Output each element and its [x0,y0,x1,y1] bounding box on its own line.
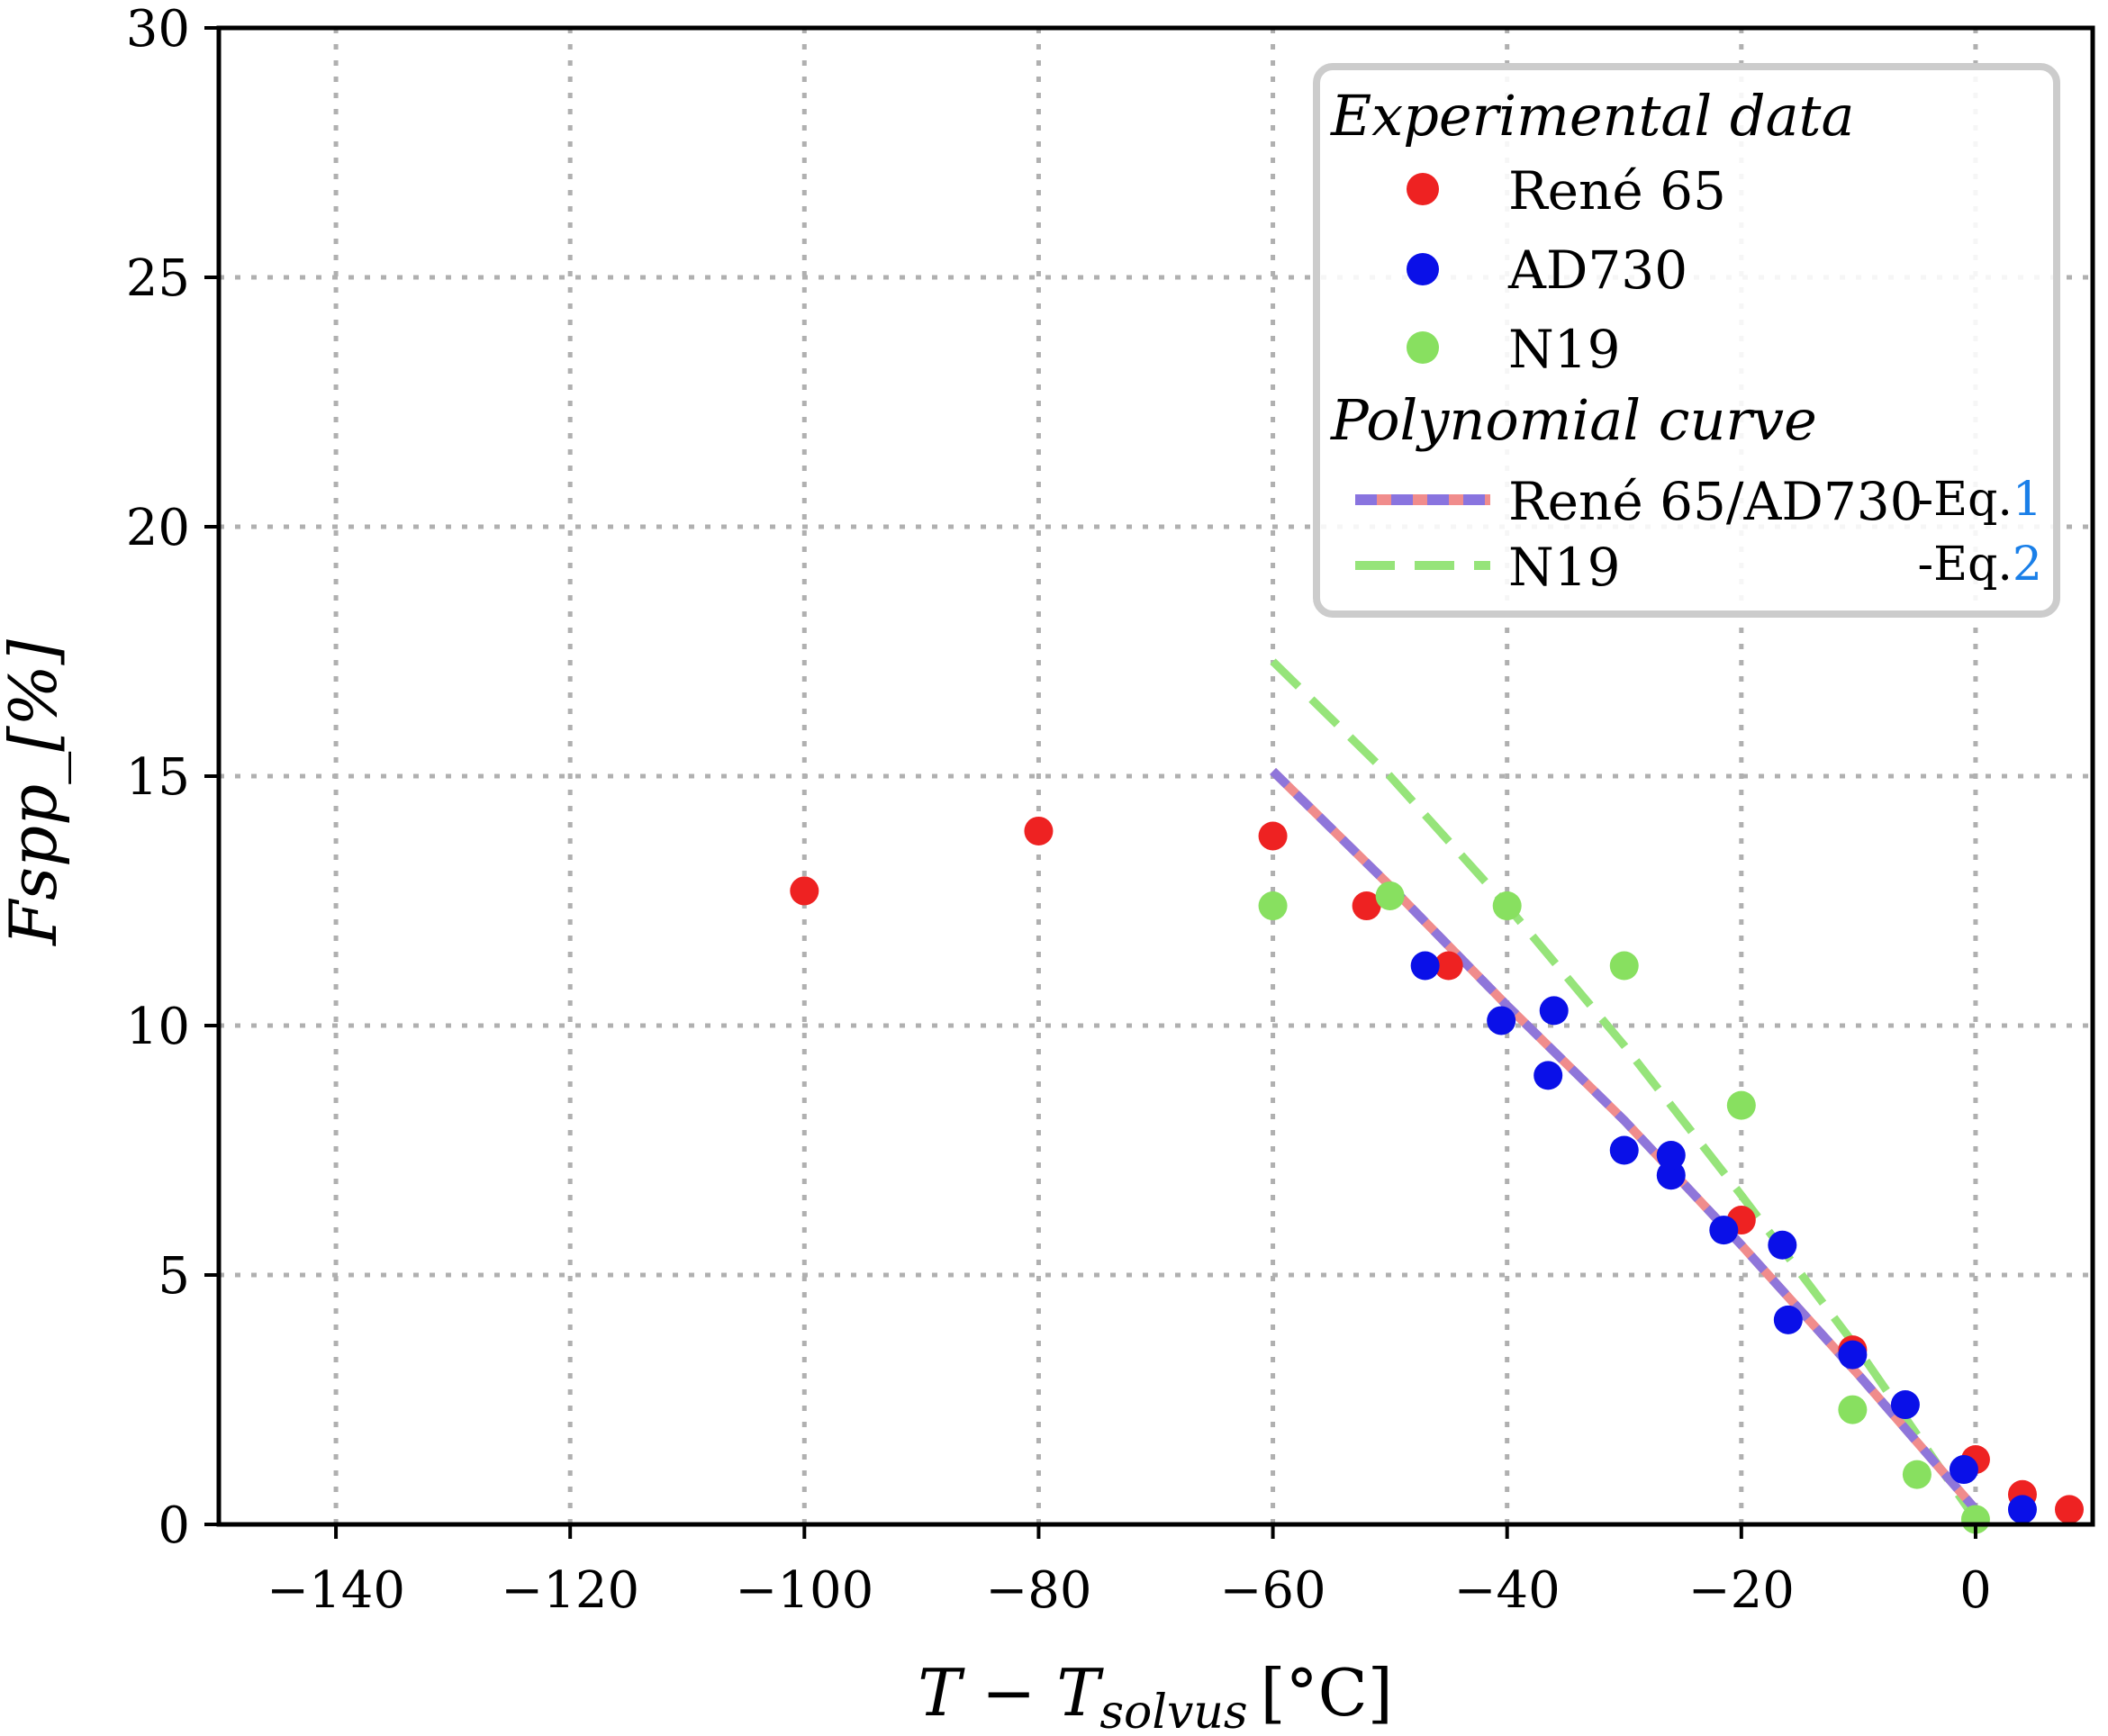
legend-eq2-number: 2 [2013,538,2042,592]
n19-point [1375,881,1405,910]
x-axis-title-subscript: solvus [1099,1686,1247,1736]
legend-title-polynomial: Polynomial curve [1330,387,1817,453]
x-tick-label: 0 [1959,1561,1992,1620]
ad730-point [1410,951,1440,981]
legend-eq1: -Eq.1 [1918,473,2042,527]
x-tick-label: −100 [735,1561,873,1620]
ad730-point [1773,1305,1803,1334]
y-tick-label: 10 [126,998,190,1056]
legend-label-rene-ad730-curve: René 65/AD730 [1508,471,1923,532]
legend-eq1-number: 1 [2013,473,2042,527]
ad730-point [1487,1006,1516,1035]
x-tick-label: −140 [267,1561,405,1620]
rene65-point [1024,816,1054,845]
y-tick-label: 15 [126,748,190,807]
x-tick-label: −40 [1454,1561,1561,1620]
n19-polynomial-curve [1270,658,1979,1523]
ad730-point [1949,1455,1978,1485]
legend-marker-ad730 [1407,253,1439,285]
x-axis-title-main: T − T [918,1655,1104,1731]
n19-point [1609,951,1639,981]
x-axis-title: T − Tsolvus [°C] [918,1655,1393,1736]
legend: Experimental data René 65 AD730 N19 Poly… [1313,63,2060,618]
legend-label-n19: N19 [1508,319,1621,380]
ad730-point [1539,996,1569,1026]
ad730-point [1656,1161,1686,1190]
n19-point [1838,1395,1868,1424]
legend-box [1313,63,2060,618]
ad730-point [2007,1495,2037,1524]
ad730-point [1534,1061,1563,1090]
x-tick-label: −120 [501,1561,639,1620]
data-points [790,816,2084,1534]
n19-point [1902,1460,1932,1489]
legend-marker-n19 [1407,331,1439,364]
y-axis-title: Fspp_[%] [0,638,71,947]
rene65-point [790,876,819,906]
y-tick-label: 5 [158,1247,190,1306]
ad730-point [1709,1216,1739,1245]
legend-marker-rene65 [1407,173,1439,205]
ad730-point [1609,1135,1639,1165]
n19-point [1492,891,1522,921]
ad730-point [1838,1340,1868,1370]
legend-label-n19-curve: N19 [1508,537,1621,598]
rene65-point [2054,1495,2084,1524]
ad730-point [1768,1230,1797,1260]
y-tick-label: 0 [158,1496,190,1555]
x-tick-label: −80 [985,1561,1091,1620]
legend-eq2: -Eq.2 [1918,538,2042,592]
rene65-point [1352,891,1381,921]
rene65-point [1434,951,1463,981]
ad730-point [1656,1141,1686,1171]
legend-title-experimental: Experimental data [1330,83,1854,149]
y-tick-label: 25 [126,249,190,308]
legend-label-rene65: René 65 [1508,160,1726,222]
x-tick-label: −60 [1219,1561,1325,1620]
legend-label-ad730: AD730 [1507,240,1687,301]
legend-eq2-prefix: -Eq. [1918,538,2013,592]
x-tick-label: −20 [1688,1561,1795,1620]
y-tick-label: 30 [126,0,190,59]
legend-eq1-prefix: -Eq. [1918,473,2013,527]
x-axis-title-unit: [°C] [1261,1655,1393,1731]
n19-point [1726,1090,1756,1120]
y-tick-label: 20 [126,499,190,557]
ad730-point [1890,1390,1920,1420]
axis-ticks: −140 −120 −100 −80 −60 −40 −20 0 0 5 10 15 20 25 30 [126,0,1992,1620]
n19-point [1258,891,1288,921]
rene65-point [1258,821,1288,851]
